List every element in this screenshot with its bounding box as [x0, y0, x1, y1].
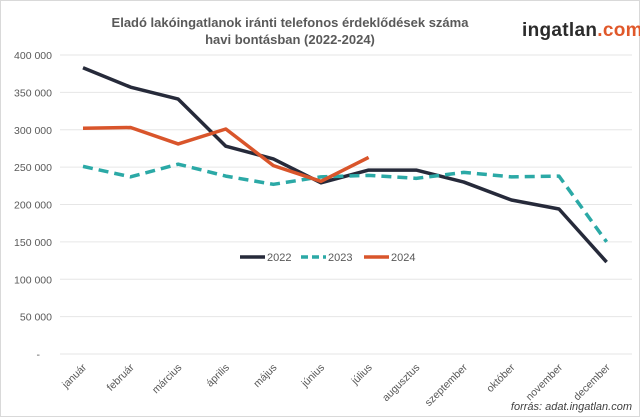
logo-suffix: .com	[597, 20, 640, 41]
x-tick-label: október	[484, 361, 518, 395]
legend-label-2022: 2022	[267, 252, 291, 264]
y-tick-label: 100 000	[14, 274, 52, 286]
legend-label-2023: 2023	[328, 252, 352, 264]
y-tick-label: 300 000	[14, 125, 52, 137]
ingatlan-logo: ingatlan.com	[522, 20, 640, 42]
series-line-2023	[82, 162, 609, 243]
legend-label-2024: 2024	[391, 252, 415, 264]
y-tick-label: 200 000	[14, 200, 52, 212]
y-tick-label: -	[37, 349, 41, 361]
series-line-2024	[82, 125, 370, 184]
y-tick-label: 150 000	[14, 237, 52, 249]
title-line: Eladó lakóingatlanok iránti telefonos ér…	[111, 15, 469, 30]
x-tick-label: február	[105, 361, 137, 393]
x-tick-label: augusztus	[380, 362, 422, 404]
logo-main: ingatlan	[522, 20, 598, 41]
x-tick-label: szeptember	[423, 361, 471, 409]
series-line-2022	[82, 66, 608, 264]
source-note: forrás: adat.ingatlan.com	[510, 401, 632, 413]
x-tick-label: július	[349, 362, 375, 388]
x-tick-label: május	[251, 362, 279, 390]
x-tick-label: január	[59, 361, 89, 391]
y-tick-label: 350 000	[14, 87, 52, 99]
subtitle-line: havi bontásban (2022-2024)	[205, 32, 375, 47]
y-tick-label: 400 000	[14, 50, 52, 62]
x-tick-label: június	[299, 362, 328, 391]
y-tick-label: 250 000	[14, 162, 52, 174]
x-tick-label: december	[571, 361, 613, 403]
x-tick-label: április	[204, 362, 232, 390]
x-tick-label: november	[524, 361, 566, 403]
x-tick-label: március	[150, 362, 184, 396]
chart-title: Eladó lakóingatlanok iránti telefonos ér…	[100, 14, 480, 48]
y-tick-label: 50 000	[20, 312, 52, 324]
